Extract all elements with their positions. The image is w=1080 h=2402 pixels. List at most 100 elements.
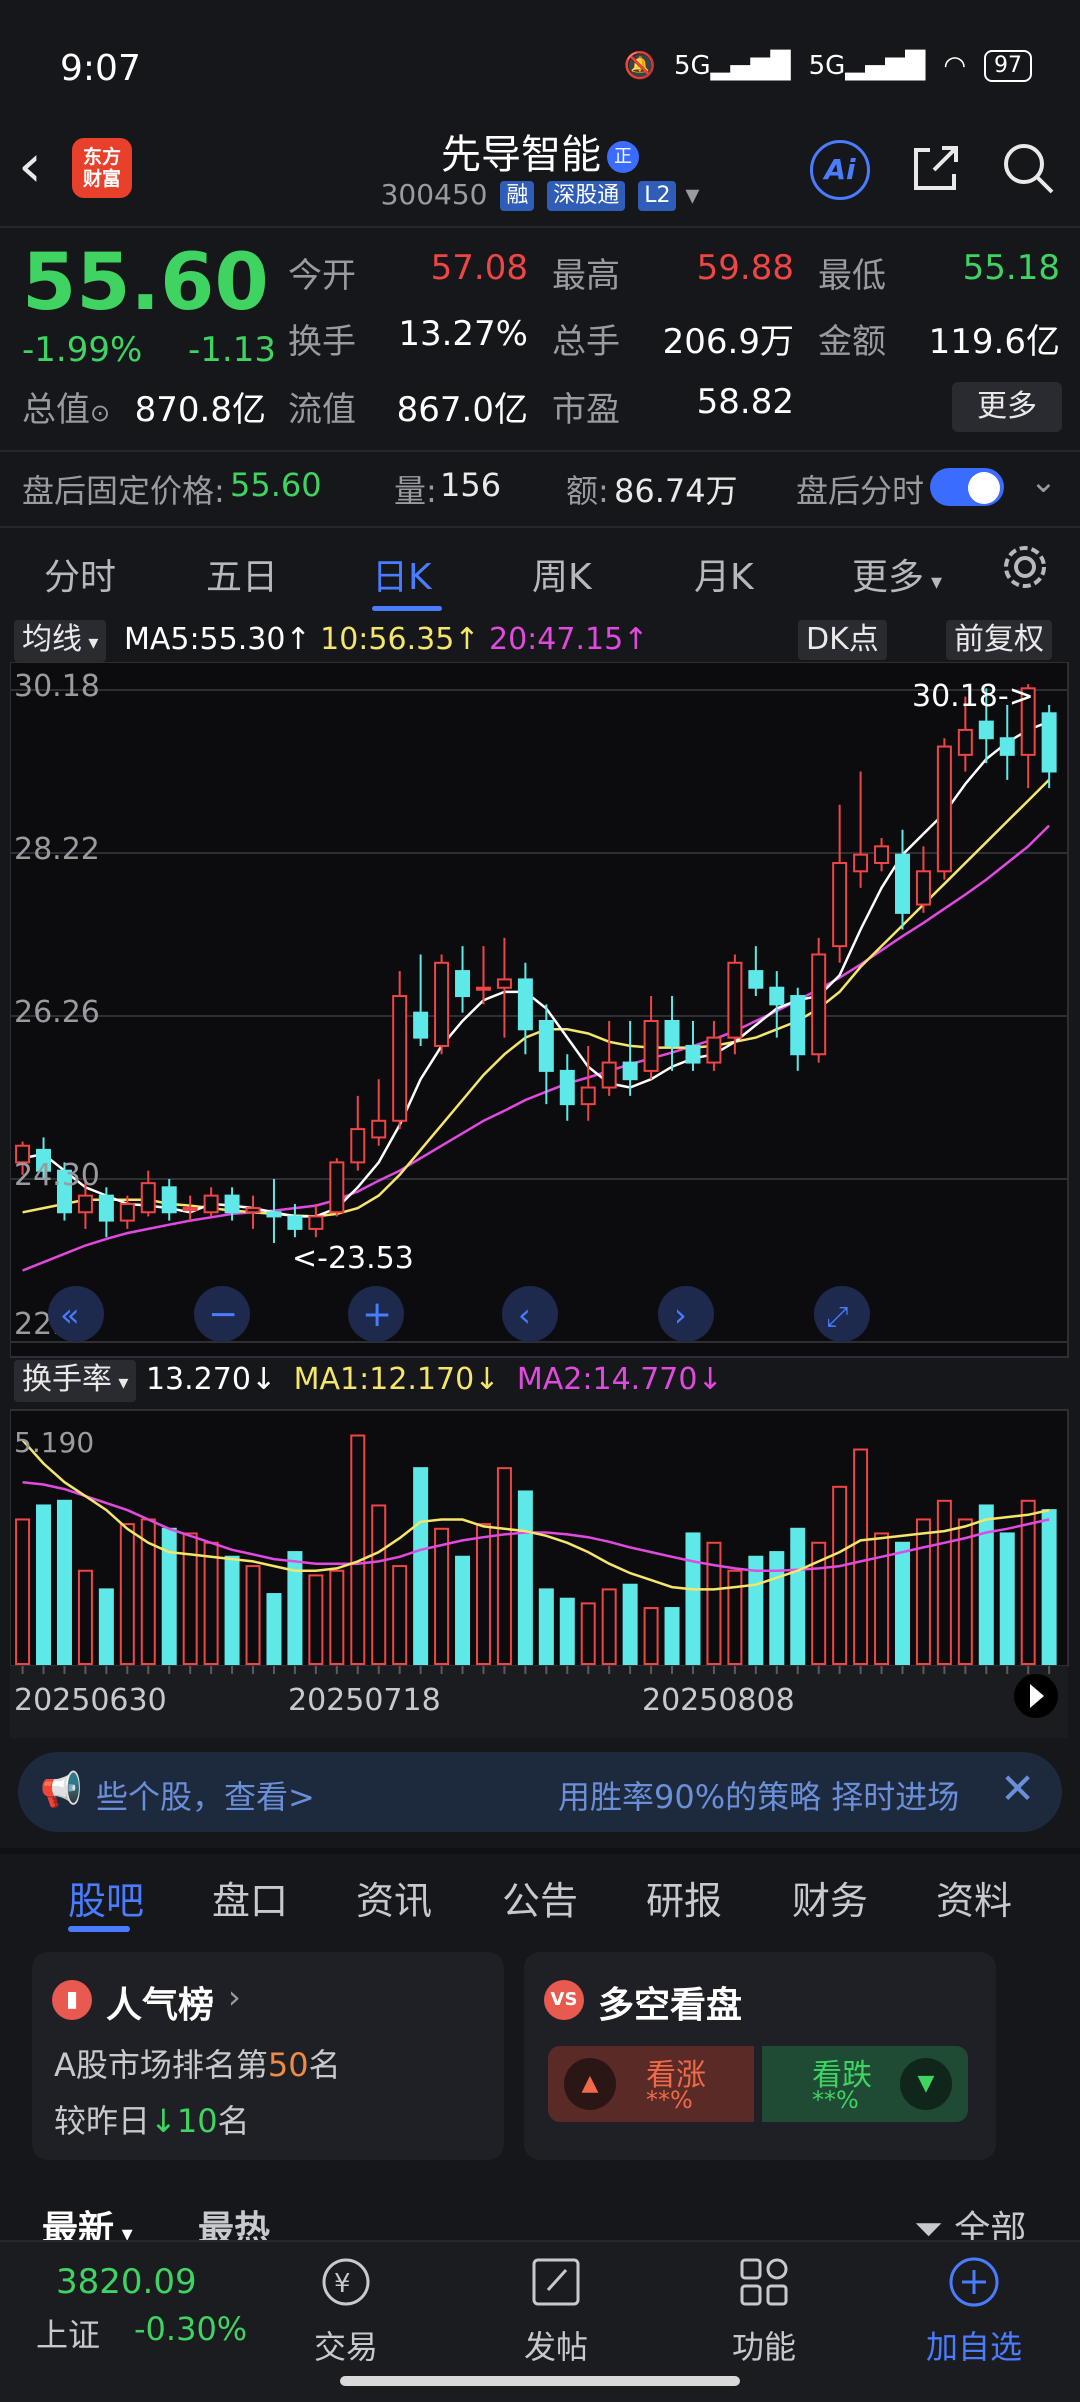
bull-bear-title: 多空看盘 bbox=[598, 1985, 743, 2026]
turnover-ma1: MA1:12.170 bbox=[293, 1362, 475, 1397]
candle-up bbox=[727, 961, 743, 1039]
chart-controls: « − + ‹ › ⤢ bbox=[48, 1286, 870, 1342]
rank-text: A股市场排名第50名 bbox=[54, 2046, 341, 2084]
candle-down bbox=[56, 1169, 72, 1214]
more-button[interactable]: 更多 bbox=[952, 382, 1062, 432]
index-change: -0.30% bbox=[134, 2310, 248, 2348]
candle-up bbox=[371, 1119, 387, 1139]
quote-label: 最高 bbox=[552, 256, 620, 296]
adjust-button[interactable]: 前复权 bbox=[946, 620, 1052, 660]
tab-financials[interactable]: 财务 bbox=[792, 1879, 869, 1923]
scroll-left-button[interactable] bbox=[502, 1286, 558, 1342]
quote-value: 13.27% bbox=[398, 314, 528, 354]
candle-up bbox=[915, 870, 931, 906]
play-icon bbox=[1030, 1684, 1044, 1708]
volume-bar bbox=[748, 1555, 764, 1666]
ai-assistant-button[interactable]: Ai bbox=[810, 140, 870, 200]
after-hours-vol: 156 bbox=[440, 466, 502, 504]
zoom-in-button[interactable] bbox=[348, 1286, 404, 1342]
volume-bar bbox=[811, 1541, 827, 1665]
status-time: 9:07 bbox=[60, 48, 141, 89]
tab-five-day[interactable]: 五日 bbox=[206, 557, 279, 598]
ma-selector[interactable]: 均线 ▾ bbox=[14, 620, 107, 662]
nav-post[interactable]: 发帖 bbox=[523, 2328, 588, 2366]
active-tab-indicator bbox=[372, 606, 442, 611]
indicator-selector[interactable]: 换手率 ▾ bbox=[14, 1360, 137, 1402]
tab-intraday[interactable]: 分时 bbox=[44, 557, 117, 598]
volume-bar bbox=[15, 1518, 31, 1666]
tab-monthly-k[interactable]: 月K bbox=[694, 557, 754, 598]
rank-change-text: 较昨日↓10名 bbox=[54, 2102, 250, 2140]
after-hours-amt: 86.74万 bbox=[614, 472, 738, 510]
quote-value: 57.08 bbox=[430, 248, 528, 288]
chevron-down-icon[interactable]: ⌄ bbox=[1030, 462, 1057, 500]
candle-up bbox=[329, 1161, 345, 1214]
tab-profile[interactable]: 资料 bbox=[936, 1879, 1013, 1923]
tab-research[interactable]: 研报 bbox=[646, 1879, 723, 1923]
tab-forum[interactable]: 股吧 bbox=[68, 1879, 145, 1923]
nav-functions[interactable]: 功能 bbox=[731, 2328, 796, 2366]
volume-bar bbox=[894, 1541, 910, 1665]
bull-button[interactable]: ▲ 看涨 **% bbox=[548, 2046, 754, 2122]
turnover-value: 13.270 bbox=[145, 1362, 251, 1397]
zoom-out-button[interactable] bbox=[194, 1286, 250, 1342]
volume-bar bbox=[915, 1518, 931, 1666]
tab-daily-k[interactable]: 日K bbox=[372, 557, 432, 598]
tab-orderbook[interactable]: 盘口 bbox=[212, 1879, 289, 1923]
candle-up bbox=[350, 1128, 366, 1164]
ma20-line bbox=[22, 824, 1050, 1272]
triangle-down-icon: ▼ bbox=[900, 2058, 952, 2110]
scroll-right-button[interactable] bbox=[658, 1286, 714, 1342]
megaphone-icon: 📢 bbox=[40, 1770, 83, 1810]
minus-icon: − bbox=[208, 1294, 238, 1335]
candle-down bbox=[266, 1211, 282, 1218]
share-icon[interactable] bbox=[908, 140, 964, 196]
candle-down bbox=[161, 1186, 177, 1214]
search-icon[interactable] bbox=[1000, 140, 1056, 196]
volume-bar bbox=[475, 1523, 491, 1665]
tab-announcements[interactable]: 公告 bbox=[502, 1879, 579, 1923]
ma5-value: MA5:55.30 bbox=[123, 622, 286, 657]
nav-add-watchlist[interactable]: 加自选 bbox=[925, 2328, 1022, 2366]
after-hours-amt-label: 额: bbox=[566, 472, 609, 510]
ad-banner[interactable]: 📢 些个股，查看> 用胜率90%的策略 择时进场 ✕ bbox=[18, 1752, 1062, 1832]
after-hours-chart-label: 盘后分时 bbox=[796, 472, 925, 510]
candle-up bbox=[392, 995, 408, 1122]
tab-more[interactable]: 更多 ▾ bbox=[852, 557, 943, 598]
candle-down bbox=[224, 1194, 240, 1214]
volume-bar bbox=[790, 1527, 806, 1666]
candle-down bbox=[36, 1148, 52, 1172]
dk-point-button[interactable]: DK点 bbox=[798, 620, 887, 660]
candle-up bbox=[140, 1182, 156, 1214]
tab-weekly-k[interactable]: 周K bbox=[532, 557, 592, 598]
candle-down bbox=[999, 737, 1015, 756]
volume-bar bbox=[832, 1485, 848, 1666]
verified-badge: 正 bbox=[607, 141, 639, 173]
fullscreen-button[interactable] bbox=[814, 1286, 870, 1342]
candle-down bbox=[413, 1011, 429, 1039]
candle-up bbox=[434, 961, 450, 1047]
settings-gear-icon[interactable] bbox=[1000, 542, 1050, 592]
post-edit-icon bbox=[532, 2258, 580, 2306]
quote-value: 58.82 bbox=[696, 382, 794, 422]
tab-news[interactable]: 资讯 bbox=[356, 1879, 433, 1923]
back-arrow-icon[interactable]: ‹ bbox=[18, 131, 42, 201]
quote-value: 867.0亿 bbox=[396, 390, 528, 430]
quote-label: 总手 bbox=[552, 322, 620, 362]
stock-code-row[interactable]: 300450 融 深股通 L2 ▾ bbox=[0, 178, 1080, 211]
signal-icon-2: 5G▂▄▆█ bbox=[808, 51, 926, 81]
nav-trade[interactable]: 交易 bbox=[313, 2328, 378, 2366]
bear-button[interactable]: 看跌 **% ▼ bbox=[762, 2046, 968, 2122]
close-icon[interactable]: ✕ bbox=[1000, 1764, 1036, 1813]
candle-up bbox=[706, 1036, 722, 1064]
index-value[interactable]: 3820.09 bbox=[56, 2262, 197, 2302]
popularity-card[interactable]: ▮ 人气榜 › A股市场排名第50名 较昨日↓10名 bbox=[32, 1952, 504, 2160]
volume-bar bbox=[98, 1588, 114, 1666]
candle-down bbox=[1041, 712, 1057, 773]
x-tick-label: 20250808 bbox=[642, 1683, 795, 1718]
scroll-left-fast-button[interactable] bbox=[48, 1286, 104, 1342]
quote-label: 金额 bbox=[818, 322, 886, 362]
stock-title: 先导智能正 bbox=[0, 122, 1080, 180]
y-tick-label: 24.30 bbox=[14, 1158, 100, 1193]
